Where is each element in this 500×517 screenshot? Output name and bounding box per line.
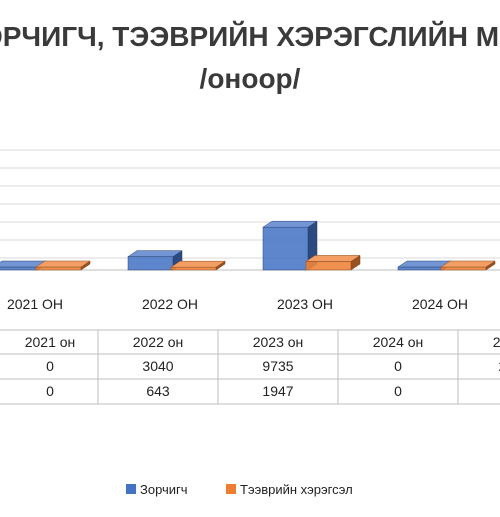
bar-vehicle-1-top [170, 260, 226, 268]
bar-vehicle-3-front [440, 266, 487, 271]
table-value-cell: 0 [394, 383, 402, 399]
table-header-cell: 2024 он [373, 334, 424, 350]
table-header-cell: 2021 он [25, 334, 76, 350]
table-value-cell: 0 [394, 358, 402, 374]
bar-passenger-2-top [262, 220, 318, 228]
legend-label: Зорчигч [140, 482, 188, 497]
table-header-cell: 2022 он [133, 334, 184, 350]
table-header-cell: 2025 он [493, 334, 500, 350]
bar-vehicle-0 [35, 260, 91, 271]
bar-vehicle-1-front [170, 266, 217, 271]
legend-swatch [126, 484, 136, 494]
category-label: 2021 ОН [7, 296, 63, 312]
category-label: 2023 ОН [277, 296, 333, 312]
legend-swatch [226, 484, 236, 494]
bars [0, 220, 496, 271]
bar-passenger-2 [262, 220, 318, 271]
table-value-cell: 3040 [142, 358, 173, 374]
bar-vehicle-2-front [305, 261, 352, 271]
data-table: 2021 он 2022 он 2023 он 2024 он 2025 он 0 3040… [0, 329, 500, 405]
table-value-cell: 9735 [262, 358, 293, 374]
table-value-cell: 643 [146, 383, 170, 399]
table-value-cell: 0 [46, 358, 54, 374]
bar-vehicle-0-front [35, 266, 82, 271]
chart-title: ОРЧИГЧ, ТЭЭВРИЙН ХЭРЭГСЛИЙН МЭ [0, 20, 500, 52]
bar-vehicle-1 [170, 260, 226, 271]
bar-vehicle-2 [305, 254, 361, 271]
legend-label: Тээврийн хэрэгсэл [240, 482, 353, 497]
bar-passenger-1-top [127, 250, 183, 257]
bar-vehicle-3-top [440, 260, 496, 268]
category-label: 2022 ОН [142, 296, 198, 312]
table-header-cell: 2023 он [253, 334, 304, 350]
bar-passenger-1-front [127, 256, 174, 271]
bar-passenger-2-front [262, 226, 309, 271]
bar-vehicle-0-top [35, 260, 91, 268]
table-value-cell: 25000 [499, 358, 500, 374]
bar-passenger-0-front [0, 266, 39, 271]
bar-vehicle-3 [440, 260, 496, 271]
table-value-cell: 1947 [262, 383, 293, 399]
bar-passenger-1 [127, 250, 183, 271]
table-value-cell: 0 [46, 383, 54, 399]
bar-vehicle-2-top [305, 255, 361, 262]
category-label: 2024 ОН [412, 296, 468, 312]
legend: Зорчигч Тээврийн хэрэгсэл [126, 482, 353, 497]
bar-passenger-3-front [397, 266, 444, 271]
gridlines [0, 149, 500, 271]
chart-subtitle: /оноор/ [200, 63, 301, 94]
